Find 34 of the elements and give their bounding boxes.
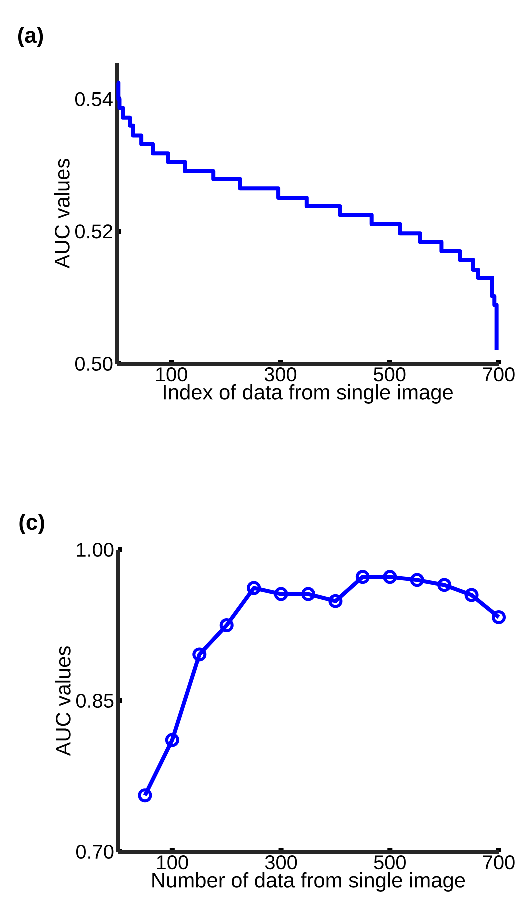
x-axis-title: Index of data from single image	[164, 384, 453, 404]
point	[192, 648, 207, 662]
point	[410, 573, 424, 588]
chart-title: (c)	[20, 514, 44, 534]
point	[247, 581, 262, 596]
point	[492, 610, 506, 624]
x-tick-label: 700	[483, 856, 515, 870]
x-tick-label: 500	[374, 368, 406, 382]
point	[302, 587, 316, 602]
x-tick-label: 500	[374, 856, 406, 870]
chart-title: (a)	[18, 27, 44, 48]
y-tick-label: 1.00	[77, 542, 114, 558]
point	[383, 570, 398, 584]
point	[274, 587, 288, 602]
x-tick-label: 700	[483, 368, 515, 382]
y-tick-label: 0.70	[76, 844, 114, 860]
x-axis-title: Number of data from single image	[152, 872, 466, 892]
y-tick-label: 0.50	[75, 356, 113, 372]
y-axis-title: AUC values	[54, 159, 70, 269]
point	[464, 588, 479, 602]
y-tick-label: 0.85	[76, 694, 114, 708]
y-axis-title: AUC values	[56, 646, 71, 756]
point	[438, 578, 452, 592]
point	[220, 618, 234, 632]
x-tick-label: 300	[264, 368, 297, 382]
point	[138, 788, 152, 803]
point	[328, 594, 343, 608]
point	[165, 733, 180, 748]
x-tick-label: 100	[156, 368, 188, 382]
x-tick-label: 300	[265, 856, 298, 870]
y-tick-label: 0.52	[75, 224, 112, 239]
x-tick-label: 100	[157, 856, 188, 870]
point	[356, 570, 370, 584]
y-tick-label: 0.54	[75, 92, 113, 106]
